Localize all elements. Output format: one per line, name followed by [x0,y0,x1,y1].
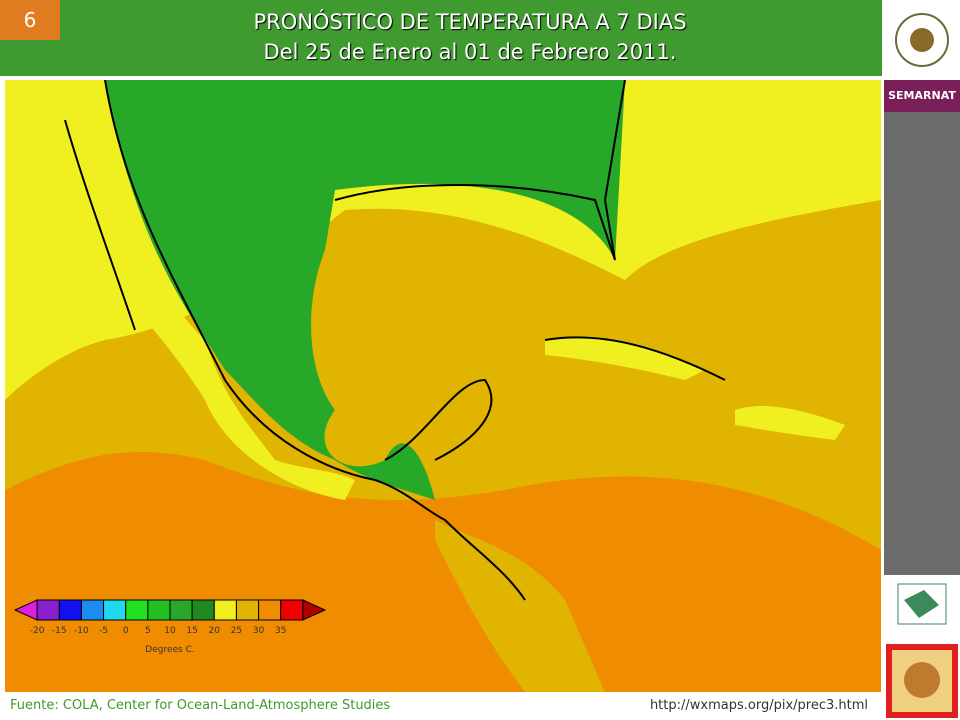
legend-swatch [280,599,304,621]
legend-swatch [103,599,127,621]
legend-swatch [147,599,171,621]
legend-tick-label: -20 [30,626,45,636]
subtitle: Del 25 de Enero al 01 de Febrero 2011. [263,40,677,64]
header-bar [0,0,882,76]
legend-tick-label: -10 [74,626,89,636]
legend-tick-label: 0 [123,626,129,636]
legend-swatch [125,599,149,621]
legend-tick-label: 25 [231,626,242,636]
legend-tick-label: -5 [99,626,108,636]
legend-swatch [235,599,260,621]
emblem [895,13,949,67]
legend-swatch [258,599,282,621]
legend-tick-label: 30 [253,626,265,636]
legend-swatch [169,599,193,621]
sidebar-logo [884,0,960,80]
source: Fuente: COLA, Center for Ocean-Land-Atmo… [10,698,391,713]
legend: -20 -15 -10 -5 0 5 10 15 20 25 30 35 Degrees C. [13,599,327,655]
legend-tick-label: -15 [52,626,67,636]
url: http://wxmaps.org/pix/prec3.html [649,698,868,713]
sidebar-logos [886,583,958,718]
legend-tick-label: 10 [164,626,176,636]
sidebar-gray [884,112,960,575]
legend-swatch [213,599,237,621]
slide-number: 6 [0,0,60,40]
legend-swatch [80,599,105,621]
legend-tick-label: 15 [186,626,197,636]
brand-bar: SEMARNAT [884,80,960,112]
title: PRONÓSTICO DE TEMPERATURA A 7 DIAS [253,10,687,34]
legend-arrow [302,599,327,621]
legend-swatch [36,599,60,621]
legend-swatch [191,599,215,621]
legend-tick-label: 35 [275,626,286,636]
legend-unit: Degrees C. [145,645,194,655]
legend-tick-label: 5 [145,626,151,636]
legend-swatch [58,599,82,621]
legend-tick-label: 20 [209,626,221,636]
map: -20 -15 -10 -5 0 5 10 15 20 25 30 35 Degrees C. [5,80,881,692]
